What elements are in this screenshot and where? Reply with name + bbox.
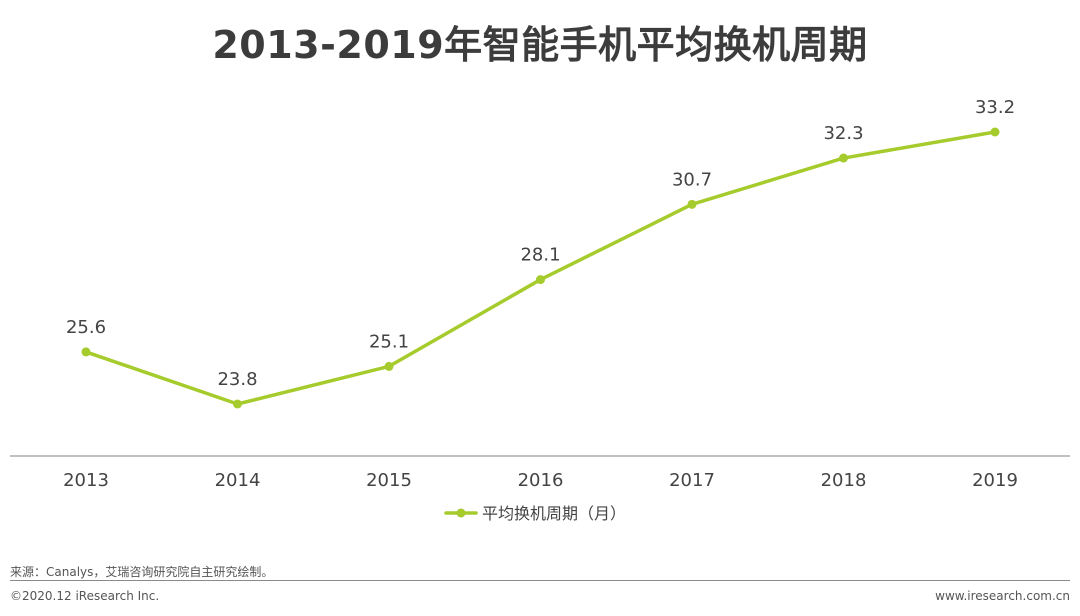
x-tick-label: 2019 [972,470,1018,491]
data-label: 28.1 [520,245,560,266]
footer-divider [10,580,1070,581]
data-point [536,275,545,285]
legend-label: 平均换机周期（月） [482,504,626,523]
x-tick-label: 2014 [215,470,261,491]
data-label: 23.8 [217,369,257,390]
data-point [233,399,242,409]
data-label: 33.2 [975,97,1015,118]
x-tick-label: 2018 [821,470,867,491]
chart-title: 2013-2019年智能手机平均换机周期 [212,23,868,67]
source-note: 来源：Canalys，艾瑞咨询研究院自主研究绘制。 [10,565,274,579]
x-tick-label: 2013 [63,470,109,491]
data-label: 32.3 [823,123,863,144]
data-point [81,347,91,357]
data-label: 30.7 [672,169,712,190]
website-text: www.iresearch.com.cn [935,589,1070,603]
data-point [839,153,848,163]
data-point [687,199,697,209]
series-line [84,130,997,406]
data-label: 25.1 [369,331,409,352]
x-tick-label: 2017 [669,470,715,491]
data-point [990,127,1000,137]
legend-marker [456,508,466,518]
x-tick-label: 2015 [366,470,412,491]
line-chart: 2013 2014 2015 2016 2017 2018 2019 25.6 23.8 25.1… [10,97,1070,523]
x-tick-label: 2016 [518,470,564,491]
data-label: 25.6 [66,317,106,338]
copyright-text: ©2020.12 iResearch Inc. [10,589,160,603]
data-point [384,361,394,371]
